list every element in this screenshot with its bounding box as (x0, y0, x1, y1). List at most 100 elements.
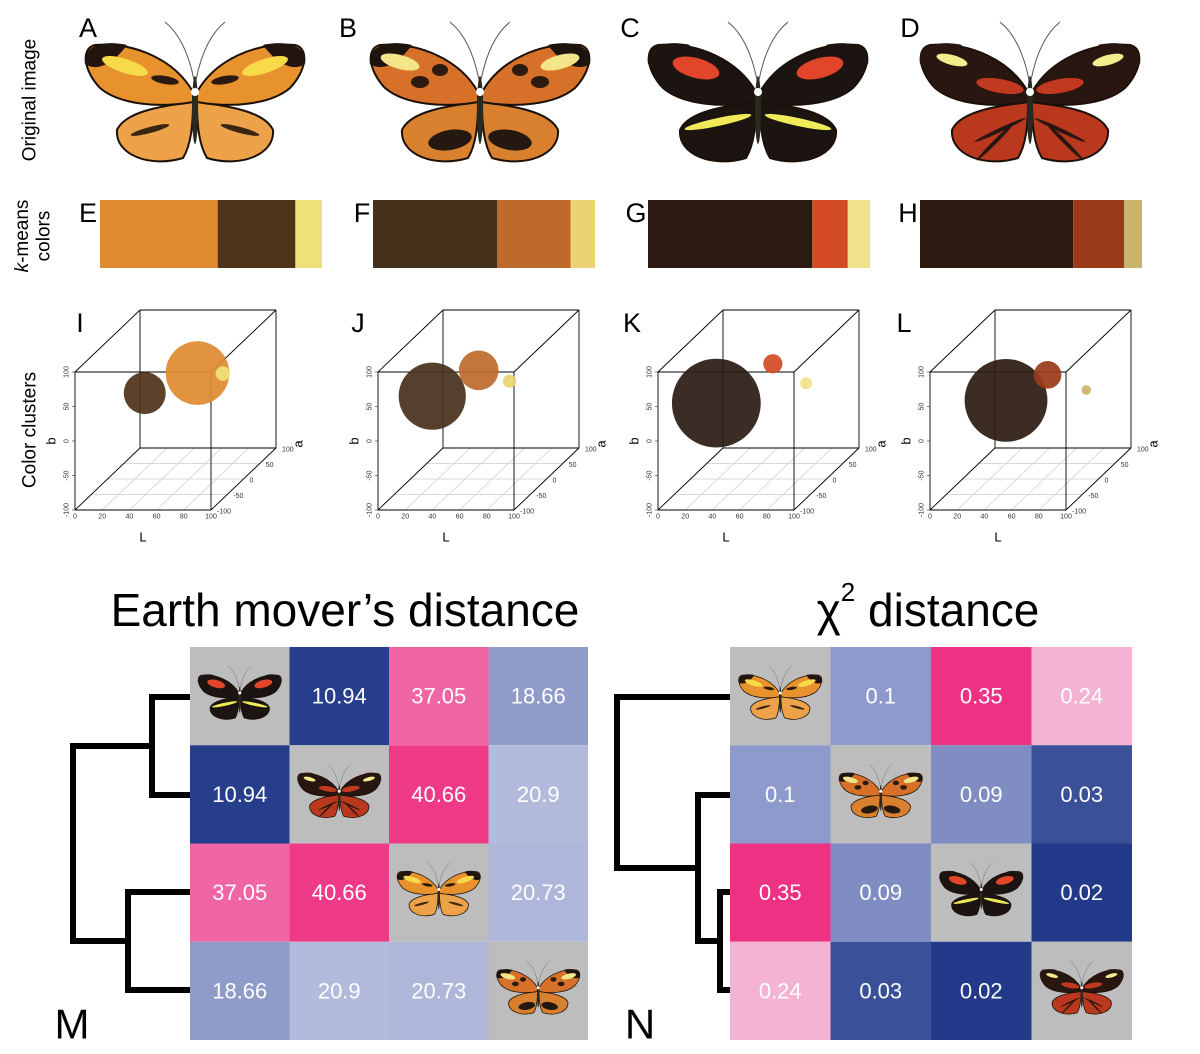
heatmap-cell (488, 843, 588, 942)
x-tick-label: 100 (788, 514, 800, 521)
x-tick-label: 60 (1008, 514, 1016, 521)
z-tick-label: 50 (569, 462, 577, 469)
x-tick-label: 40 (981, 514, 989, 521)
row-label: k-means (12, 200, 33, 273)
wing-patch (557, 981, 565, 987)
wing-tip (265, 674, 282, 684)
z-tick-label: -100 (1072, 509, 1086, 516)
wing-tip (1007, 870, 1024, 880)
title-part: distance (855, 584, 1039, 636)
body (1080, 981, 1083, 1008)
hindwing (950, 100, 1030, 163)
x-tick-label: 80 (763, 514, 771, 521)
wing-patch (862, 780, 869, 786)
z-tick-label: -50 (536, 493, 546, 500)
wing-patch (207, 679, 226, 689)
body (879, 785, 882, 811)
wing-tip (806, 674, 823, 684)
panel-letter: G (625, 198, 646, 228)
wing-tip (84, 43, 127, 68)
wing-patch (512, 981, 519, 987)
dendrogram (614, 694, 733, 993)
y-tick-label: 0 (367, 439, 374, 443)
cell-value: 40.66 (411, 782, 466, 807)
x-tick-label: 40 (126, 514, 134, 521)
heatmap-cell (289, 647, 389, 746)
color-cluster (215, 366, 231, 381)
y-tick-label: 50 (64, 403, 71, 411)
antennae (228, 666, 252, 689)
butterfly-image (197, 666, 282, 720)
eye (476, 88, 484, 96)
wing-patch (561, 973, 577, 980)
body (437, 883, 440, 910)
wing-patch (936, 53, 968, 67)
cell-value: 0.03 (859, 978, 902, 1003)
color-bar-segment (1124, 200, 1142, 268)
z-tick-label: 0 (553, 478, 557, 485)
antennae (427, 862, 451, 885)
cell-value: 10.94 (312, 684, 367, 709)
z-tick-label: 100 (585, 447, 597, 454)
wing-patch (362, 776, 375, 782)
wing-patch (428, 129, 472, 151)
y-tick-label: 0 (64, 439, 71, 443)
wing-patch (520, 977, 527, 982)
z-tick-label: -100 (217, 509, 231, 516)
y-tick-label: 50 (647, 403, 654, 411)
wing-patch (550, 977, 557, 982)
antennae (727, 21, 789, 81)
heatmap-cell (1031, 745, 1132, 844)
panel-letter: A (79, 13, 97, 43)
heatmap-cell (830, 941, 931, 1040)
panel-letter: E (79, 198, 97, 228)
cell-value: 0.1 (765, 782, 796, 807)
wing-patch (151, 75, 179, 85)
body (238, 686, 241, 713)
eye (879, 789, 883, 793)
wing-patch (1061, 999, 1076, 1014)
cell-value: 0.09 (960, 782, 1003, 807)
heatmap-cell (730, 745, 831, 844)
panel-letter: B (339, 13, 357, 43)
wing (84, 43, 195, 163)
wing-patch (211, 75, 239, 85)
z-tick-label: -100 (800, 509, 814, 516)
body (980, 883, 983, 910)
wing-patch (892, 780, 899, 786)
body (779, 686, 782, 713)
color-cluster (123, 372, 166, 415)
butterfly-image (396, 862, 481, 917)
color-cluster (800, 377, 813, 390)
butterfly-image (647, 21, 869, 163)
color-bar-segment (920, 200, 1074, 268)
y-tick-label: 100 (647, 366, 654, 378)
heatmap-cell (190, 745, 290, 844)
wing-tip (939, 870, 956, 880)
title-part: 2 (841, 577, 855, 607)
cube-edge (929, 309, 996, 373)
y-tick-label: -50 (919, 470, 926, 480)
y-tick-label: 50 (367, 403, 374, 411)
wing-patch (1084, 982, 1103, 989)
heatmap-cell (389, 745, 489, 844)
antennae (327, 764, 351, 787)
heatmap-cell (830, 843, 931, 942)
antennae (969, 862, 993, 885)
z-tick-label: 100 (282, 447, 294, 454)
eye (979, 887, 983, 891)
heatmap-cell (1031, 843, 1132, 942)
wing-patch (983, 897, 1010, 904)
x-tick-label: 100 (1060, 514, 1072, 521)
x-tick-label: 100 (205, 514, 217, 521)
wing-tip (197, 674, 214, 684)
wing-patch (211, 701, 238, 708)
butterfly-image (496, 960, 581, 1015)
z-tick-label: 50 (1121, 462, 1129, 469)
z-tick-label: 0 (1105, 478, 1109, 485)
wing-patch (456, 875, 475, 884)
body (1027, 76, 1033, 144)
eye (778, 691, 782, 695)
z-tick-label: 0 (833, 478, 837, 485)
body (537, 981, 540, 1008)
